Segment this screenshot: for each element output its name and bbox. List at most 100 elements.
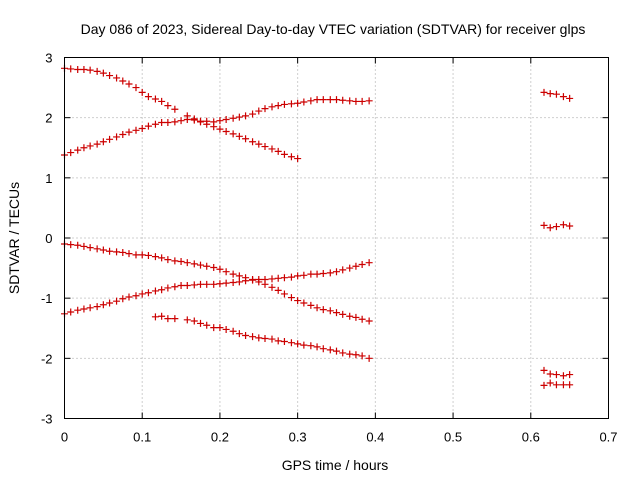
data-point [326, 346, 334, 354]
data-point [274, 286, 282, 294]
data-point [190, 317, 198, 325]
x-tick-label: 0.5 [444, 430, 462, 445]
data-point [210, 118, 218, 126]
data-point [164, 118, 172, 126]
data-point [132, 292, 140, 300]
x-tick-label: 0.1 [133, 430, 151, 445]
data-point [197, 319, 204, 327]
data-point [274, 337, 282, 345]
data-point [106, 299, 114, 307]
data-point [197, 117, 204, 125]
data-point [171, 315, 179, 323]
series-satellite-i [540, 366, 574, 380]
series-satellite-j [540, 379, 574, 389]
data-point [80, 242, 88, 250]
data-point [280, 100, 288, 108]
data-point [216, 324, 224, 332]
data-point [99, 138, 107, 146]
series-satellite-g [540, 88, 574, 102]
x-tick-label: 0.6 [522, 430, 540, 445]
data-point [280, 290, 288, 298]
data-point [99, 301, 107, 309]
data-point [294, 340, 302, 348]
data-point [346, 264, 354, 272]
data-point [268, 145, 276, 153]
data-point [358, 260, 366, 268]
data-point [307, 97, 315, 105]
data-point [339, 266, 347, 274]
data-point [216, 265, 224, 273]
data-point [333, 309, 340, 317]
data-point [235, 113, 243, 121]
data-point [333, 96, 340, 104]
data-point [274, 274, 282, 282]
x-tick-label: 0.7 [599, 430, 617, 445]
data-point [222, 115, 230, 123]
data-point [158, 254, 166, 262]
y-tick-label: 3 [45, 51, 52, 66]
data-point [346, 350, 354, 358]
data-point [307, 301, 315, 309]
data-point [274, 102, 282, 110]
data-point [125, 250, 133, 258]
data-point [197, 261, 204, 269]
data-point [319, 269, 327, 277]
data-point [268, 283, 276, 291]
y-tick-label: -3 [41, 412, 53, 427]
data-point [125, 128, 133, 136]
data-point [132, 251, 140, 259]
data-point [222, 128, 230, 136]
data-point [235, 272, 243, 280]
data-point [183, 259, 191, 267]
data-point [365, 354, 373, 362]
data-point [177, 282, 185, 290]
data-point [326, 269, 334, 277]
data-point [151, 253, 159, 261]
data-point [242, 277, 250, 285]
data-point [365, 259, 373, 267]
data-point [74, 306, 82, 314]
data-point [566, 381, 574, 389]
data-point [216, 117, 224, 125]
data-point [546, 90, 554, 98]
data-point [216, 280, 224, 288]
data-point [268, 335, 276, 343]
x-tick-label: 0.3 [289, 430, 307, 445]
data-point [203, 117, 211, 125]
data-point [294, 99, 302, 107]
data-point [210, 263, 218, 271]
data-point [339, 310, 347, 318]
data-point [67, 149, 75, 157]
x-tick-labels: 0 0.1 0.2 0.3 0.4 0.5 0.6 0.7 [61, 430, 618, 445]
x-tick-label: 0 [61, 430, 68, 445]
data-point [183, 115, 191, 123]
data-point [268, 103, 276, 111]
data-point [119, 248, 127, 256]
data-point [313, 343, 321, 351]
plot-frame [64, 57, 609, 419]
data-point [113, 133, 121, 141]
data-point [255, 140, 263, 148]
data-point [540, 366, 548, 374]
data-point [138, 88, 146, 96]
data-point [313, 270, 321, 278]
data-point [210, 280, 218, 288]
data-point [358, 352, 366, 360]
y-tick-label: 2 [45, 111, 52, 126]
data-point [106, 135, 114, 143]
data-point [229, 327, 237, 335]
data-point [261, 276, 269, 284]
y-tick-labels: -3 -2 -1 0 1 2 3 [41, 51, 53, 427]
data-point [80, 66, 88, 74]
data-point [67, 241, 75, 249]
data-point [203, 280, 211, 288]
data-point [546, 370, 554, 378]
data-point [365, 97, 373, 105]
data-point [190, 281, 198, 289]
data-point [255, 334, 263, 342]
data-point [294, 155, 302, 163]
data-point [559, 372, 567, 380]
data-point [197, 280, 204, 288]
data-point [113, 248, 121, 256]
data-point [255, 276, 263, 284]
